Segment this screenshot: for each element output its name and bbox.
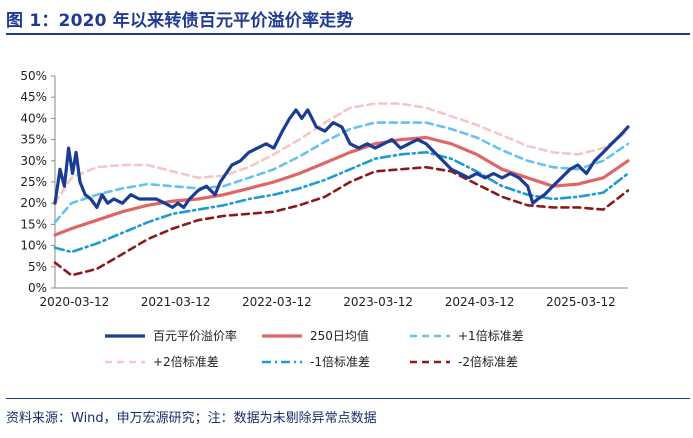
legend-label: -1倍标准差 xyxy=(310,354,370,369)
legend-label: 250日均值 xyxy=(310,328,369,343)
series-line-5 xyxy=(53,165,630,277)
y-tick-label: 25% xyxy=(20,175,47,189)
y-tick-label: 45% xyxy=(20,90,47,104)
y-tick-label: 35% xyxy=(20,133,47,147)
x-axis: 2020-03-12 2021-03-12 2022-03-12 2023-03-12… xyxy=(40,287,628,309)
title-divider xyxy=(6,33,690,35)
x-tick-label: 2024-03-12 xyxy=(445,295,515,309)
series-line-3 xyxy=(53,102,630,205)
y-tick-label: 50% xyxy=(20,69,47,83)
x-tick-label: 2020-03-12 xyxy=(40,295,110,309)
legend: 百元平价溢价率 250日均值 +1倍标准差 +2倍标准差 -1倍标准差 -2倍标准差 xyxy=(105,328,524,369)
x-tick-label: 2023-03-12 xyxy=(343,295,413,309)
legend-label: +1倍标准差 xyxy=(458,328,524,343)
legend-label: -2倍标准差 xyxy=(458,354,518,369)
y-tick-label: 20% xyxy=(20,196,47,210)
y-tick-label: 15% xyxy=(20,217,47,231)
x-tick-label: 2025-03-12 xyxy=(546,295,616,309)
series-line-1 xyxy=(53,135,630,237)
series-line-2 xyxy=(53,121,630,224)
source-note: 资料来源：Wind，申万宏源研究；注：数据为未剔除异常点数据 xyxy=(6,411,377,426)
y-tick-label: 40% xyxy=(20,111,47,125)
figure-title: 图 1：2020 年以来转债百元平价溢价率走势 xyxy=(6,11,354,31)
legend-label: +2倍标准差 xyxy=(153,354,219,369)
source-divider xyxy=(6,398,690,399)
series-line-0 xyxy=(53,108,630,209)
y-tick-label: 0% xyxy=(28,281,47,295)
series-line-4 xyxy=(53,151,630,254)
y-axis: 0% 5% 10% 15% 20% 25% 30% 35% 40% 45% 50% xyxy=(20,69,56,295)
series-layer xyxy=(53,102,630,277)
y-tick-label: 10% xyxy=(20,239,47,253)
x-tick-label: 2021-03-12 xyxy=(141,295,211,309)
y-tick-label: 30% xyxy=(20,154,47,168)
legend-label: 百元平价溢价率 xyxy=(153,328,237,343)
y-tick-label: 5% xyxy=(28,260,47,274)
x-tick-label: 2022-03-12 xyxy=(242,295,312,309)
line-chart: 0% 5% 10% 15% 20% 25% 30% 35% 40% 45% 50% 2020-03-… xyxy=(20,69,630,369)
